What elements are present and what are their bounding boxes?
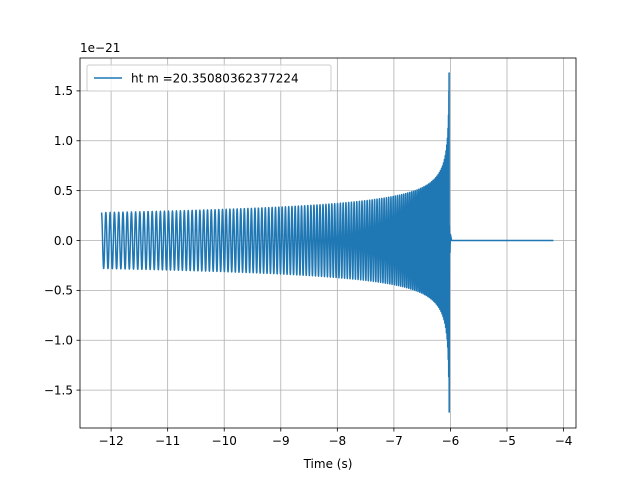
y-tick-label: 0.0 [54,234,73,248]
x-tick-label: −7 [385,434,403,448]
plot-frame [79,57,577,429]
x-tick-label: −5 [498,434,516,448]
x-tick-label: −11 [155,434,180,448]
x-tick-label: −12 [98,434,123,448]
legend: ht m =20.35080362377224 [86,64,332,92]
legend-box [86,64,332,92]
legend-label: ht m =20.35080362377224 [131,72,299,86]
x-tick-label: −6 [442,434,460,448]
series-layer [100,72,554,413]
x-tick-label: −8 [328,434,346,448]
y-tick-label: −1.0 [44,334,73,348]
y-tick-label: 1.5 [54,84,73,98]
series-line [100,72,554,413]
x-axis-label: Time (s) [303,457,353,471]
ticks: −12 −11 −10 −9 −8 −7 −6 −5 −4 −1.5 −1.0 −0.5 0.0 0.5 1… [44,84,573,448]
y-tick-label: −1.5 [44,383,73,397]
x-tick-label: −9 [272,434,290,448]
y-tick-label: −0.5 [44,284,73,298]
y-tick-label: 1.0 [54,134,73,148]
y-scale-label: 1e−21 [80,41,120,55]
grid [80,58,576,428]
y-tick-label: 0.5 [54,184,73,198]
x-tick-label: −4 [555,434,573,448]
x-tick-label: −10 [212,434,237,448]
